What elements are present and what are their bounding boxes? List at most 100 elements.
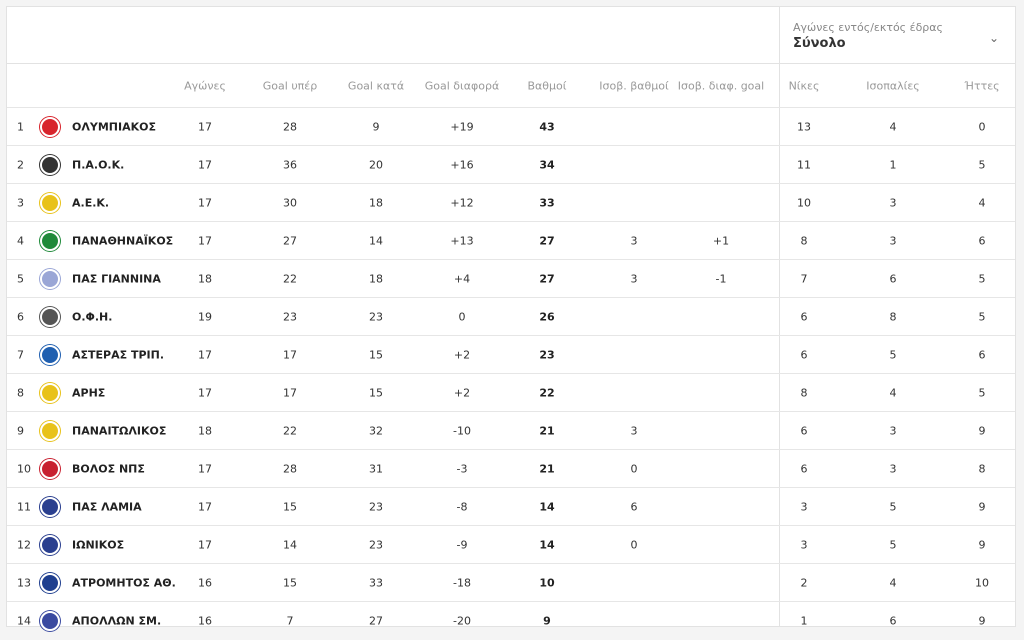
table-row[interactable]: 1 ΟΛΥΜΠΙΑΚΟΣ 17 28 9 +19 43 13 4 0	[7, 108, 1015, 146]
position: 8	[17, 386, 24, 399]
cell-goals-for: 30	[283, 196, 297, 209]
column-header-goals-for[interactable]: Goal υπέρ	[262, 79, 318, 92]
cell-tie-goal-diff: +1	[712, 234, 730, 247]
table-row[interactable]: 2 Π.Α.Ο.Κ. 17 36 20 +16 34 11 1 5	[7, 146, 1015, 184]
position: 4	[17, 234, 24, 247]
team-logo-icon	[40, 268, 60, 289]
cell-points: 26	[539, 310, 555, 323]
team-name[interactable]: ΑΣΤΕΡΑΣ ΤΡΙΠ.	[72, 348, 165, 361]
cell-wins: 1	[800, 614, 808, 627]
cell-losses: 5	[978, 386, 986, 399]
cell-goals-for: 15	[283, 576, 297, 589]
cell-goals-against: 27	[369, 614, 383, 627]
cell-goal-difference: -8	[456, 500, 468, 513]
cell-goals-against: 33	[369, 576, 383, 589]
cell-wins: 10	[797, 196, 811, 209]
position: 13	[17, 576, 31, 589]
cell-goals-against: 18	[369, 196, 383, 209]
cell-played: 17	[198, 386, 212, 399]
table-row[interactable]: 9 ΠΑΝΑΙΤΩΛΙΚΟΣ 18 22 32 -10 21 3 6 3 9	[7, 412, 1015, 450]
team-name[interactable]: ΠΑΝΑΙΤΩΛΙΚΟΣ	[72, 424, 167, 437]
position: 9	[17, 424, 24, 437]
team-logo-icon	[40, 572, 60, 593]
home-away-filter-dropdown[interactable]: Αγώνες εντός/εκτός έδρας Σύνολο ⌄	[793, 21, 1013, 57]
column-header-tie-points[interactable]: Ισοβ. βαθμοί	[599, 79, 669, 92]
cell-goals-for: 27	[283, 234, 297, 247]
cell-goals-against: 23	[369, 310, 383, 323]
cell-goals-against: 14	[369, 234, 383, 247]
cell-goal-difference: -3	[456, 462, 468, 475]
cell-points: 22	[539, 386, 555, 399]
column-header-losses[interactable]: Ήττες	[964, 79, 1000, 92]
table-row[interactable]: 10 ΒΟΛΟΣ ΝΠΣ 17 28 31 -3 21 0 6 3 8	[7, 450, 1015, 488]
cell-goal-difference: -18	[453, 576, 471, 589]
table-row[interactable]: 4 ΠΑΝΑΘΗΝΑΪΚΟΣ 17 27 14 +13 27 3 +1 8 3 6	[7, 222, 1015, 260]
column-header-tie-goal-diff[interactable]: Ισοβ. διαφ. goal	[677, 79, 765, 92]
cell-goal-difference: +12	[450, 196, 474, 209]
cell-points: 10	[539, 576, 555, 589]
cell-draws: 3	[889, 462, 897, 475]
team-name[interactable]: Ο.Φ.Η.	[72, 310, 113, 323]
cell-losses: 5	[978, 310, 986, 323]
table-row[interactable]: 5 ΠΑΣ ΓΙΑΝΝΙΝΑ 18 22 18 +4 27 3 -1 7 6 5	[7, 260, 1015, 298]
column-header-row: Αγώνες Goal υπέρ Goal κατά Goal διαφορά Βαθμ…	[7, 64, 1015, 108]
cell-wins: 6	[800, 348, 808, 361]
standings-table: Αγώνες εντός/εκτός έδρας Σύνολο ⌄ Αγώνες…	[6, 6, 1016, 631]
filter-value: Σύνολο	[793, 36, 846, 51]
position: 7	[17, 348, 24, 361]
cell-points: 34	[539, 158, 555, 171]
team-name[interactable]: ΠΑΝΑΘΗΝΑΪΚΟΣ	[72, 234, 174, 247]
table-row[interactable]: 11 ΠΑΣ ΛΑΜΙΑ 17 15 23 -8 14 6 3 5 9	[7, 488, 1015, 526]
team-name[interactable]: ΠΑΣ ΓΙΑΝΝΙΝΑ	[72, 272, 161, 285]
cell-goal-difference: +4	[453, 272, 471, 285]
cell-points: 14	[539, 500, 555, 513]
cell-goals-for: 23	[283, 310, 297, 323]
table-row[interactable]: 13 ΑΤΡΟΜΗΤΟΣ ΑΘ. 16 15 33 -18 10 2 4 10	[7, 564, 1015, 602]
column-header-wins[interactable]: Νίκες	[788, 79, 820, 92]
column-header-goals-against[interactable]: Goal κατά	[347, 79, 405, 92]
column-header-draws[interactable]: Ισοπαλίες	[866, 79, 920, 92]
cell-losses: 6	[978, 234, 986, 247]
cell-goal-difference: -20	[453, 614, 471, 627]
cell-draws: 3	[889, 234, 897, 247]
table-row[interactable]: 8 ΑΡΗΣ 17 17 15 +2 22 8 4 5	[7, 374, 1015, 412]
team-name[interactable]: ΑΠΟΛΛΩΝ ΣΜ.	[72, 614, 162, 627]
cell-draws: 3	[889, 196, 897, 209]
cell-losses: 10	[975, 576, 989, 589]
cell-wins: 2	[800, 576, 808, 589]
cell-played: 17	[198, 538, 212, 551]
table-row[interactable]: 6 Ο.Φ.Η. 19 23 23 0 26 6 8 5	[7, 298, 1015, 336]
cell-draws: 4	[889, 386, 897, 399]
cell-draws: 3	[889, 424, 897, 437]
cell-goals-against: 18	[369, 272, 383, 285]
cell-goals-against: 15	[369, 386, 383, 399]
cell-played: 18	[198, 272, 212, 285]
team-name[interactable]: Π.Α.Ο.Κ.	[72, 158, 125, 171]
team-logo-icon	[40, 154, 60, 175]
cell-goals-for: 17	[283, 386, 297, 399]
team-name[interactable]: ΟΛΥΜΠΙΑΚΟΣ	[72, 120, 156, 133]
cell-tie-points: 0	[630, 462, 638, 475]
table-row[interactable]: 14 ΑΠΟΛΛΩΝ ΣΜ. 16 7 27 -20 9 1 6 9	[7, 602, 1015, 639]
cell-draws: 6	[889, 272, 897, 285]
column-header-goal-difference[interactable]: Goal διαφορά	[424, 79, 500, 92]
team-name[interactable]: ΠΑΣ ΛΑΜΙΑ	[72, 500, 142, 513]
team-logo-icon	[40, 420, 60, 441]
column-header-played[interactable]: Αγώνες	[184, 79, 226, 92]
table-row[interactable]: 3 Α.Ε.Κ. 17 30 18 +12 33 10 3 4	[7, 184, 1015, 222]
cell-points: 23	[539, 348, 555, 361]
cell-losses: 8	[978, 462, 986, 475]
table-row[interactable]: 7 ΑΣΤΕΡΑΣ ΤΡΙΠ. 17 17 15 +2 23 6 5 6	[7, 336, 1015, 374]
cell-losses: 4	[978, 196, 986, 209]
team-name[interactable]: ΙΩΝΙΚΟΣ	[72, 538, 125, 551]
cell-played: 17	[198, 348, 212, 361]
team-name[interactable]: ΑΡΗΣ	[72, 386, 106, 399]
column-header-points[interactable]: Βαθμοί	[527, 79, 567, 92]
table-row[interactable]: 12 ΙΩΝΙΚΟΣ 17 14 23 -9 14 0 3 5 9	[7, 526, 1015, 564]
cell-tie-goal-diff: -1	[715, 272, 727, 285]
cell-goals-for: 36	[283, 158, 297, 171]
team-name[interactable]: ΑΤΡΟΜΗΤΟΣ ΑΘ.	[72, 576, 176, 589]
team-name[interactable]: ΒΟΛΟΣ ΝΠΣ	[72, 462, 145, 475]
team-name[interactable]: Α.Ε.Κ.	[72, 196, 110, 209]
team-logo-icon	[40, 192, 60, 213]
